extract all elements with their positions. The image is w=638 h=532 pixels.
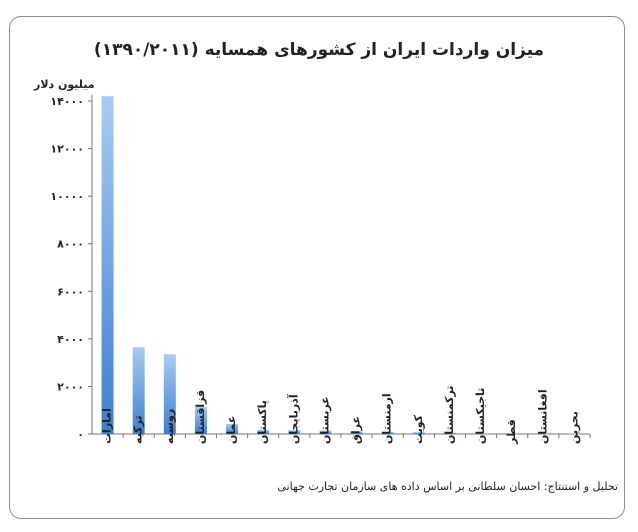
bar [319, 430, 332, 434]
x-tick-label: عراق [350, 416, 363, 444]
bar [101, 96, 114, 434]
x-tick-label: عربستان [318, 396, 331, 444]
y-ticks: ۰ ۲۰۰۰ ۴۰۰۰ ۶۰۰۰ ۸۰۰۰ ۱۰۰۰۰ ۱۲۰۰۰ ۱۴۰۰۰ [50, 95, 84, 441]
bar [226, 424, 239, 434]
x-tick-label: افغانستان [536, 389, 549, 444]
x-tick-label: بحرین [567, 411, 580, 444]
x-tick-label: پاکستان [256, 400, 269, 444]
y-tick-label: ۱۰۰۰۰ [50, 190, 84, 203]
y-tick-label: ۴۰۰۰ [57, 333, 84, 346]
x-tick-label: ارمنستان [381, 393, 394, 444]
axes [88, 95, 591, 438]
bar [288, 430, 301, 434]
x-tick-label: قطر [505, 419, 518, 445]
bar [381, 431, 394, 434]
x-tick-label: آذربایجان [286, 394, 300, 444]
x-tick-label: تاجیکستان [474, 388, 487, 444]
bar [443, 432, 456, 434]
bar [537, 433, 550, 435]
credit-line: تحلیل و استنتاج: احسان سلطانی بر اساس دا… [277, 480, 618, 493]
y-tick-label: ۰ [77, 428, 84, 441]
bars [101, 96, 581, 435]
x-tick-label: عمان [225, 416, 238, 444]
y-tick-label: ۱۴۰۰۰ [50, 95, 84, 108]
x-tick-label: امارات [101, 408, 114, 444]
y-tick-label: ۸۰۰۰ [57, 238, 84, 251]
chart-title: میزان واردات ایران از کشورهای همسایه (۱۳… [93, 40, 545, 60]
bar [163, 354, 176, 434]
bar [412, 432, 425, 434]
y-tick-label: ۱۲۰۰۰ [50, 143, 84, 156]
bar [506, 433, 519, 435]
x-tick-label: ترکمنستان [443, 386, 456, 444]
y-tick-label: ۲۰۰۰ [57, 380, 84, 393]
bar [475, 433, 488, 434]
x-labels: امارات ترکیه روسیه قزاقستان عمان پاکستان آذربا… [101, 386, 581, 445]
bar [257, 429, 270, 434]
y-tick-label: ۶۰۰۰ [57, 285, 84, 298]
bar [132, 347, 145, 434]
bar [194, 406, 207, 434]
y-axis-unit-label: میلیون دلار [34, 78, 95, 91]
bar [350, 431, 363, 434]
x-tick-label: کویت [412, 414, 425, 444]
bar [568, 433, 581, 435]
x-tick-label: ترکیه [132, 415, 145, 444]
x-tick-label: قزاقستان [194, 390, 207, 444]
x-tick-label: روسیه [163, 409, 176, 444]
